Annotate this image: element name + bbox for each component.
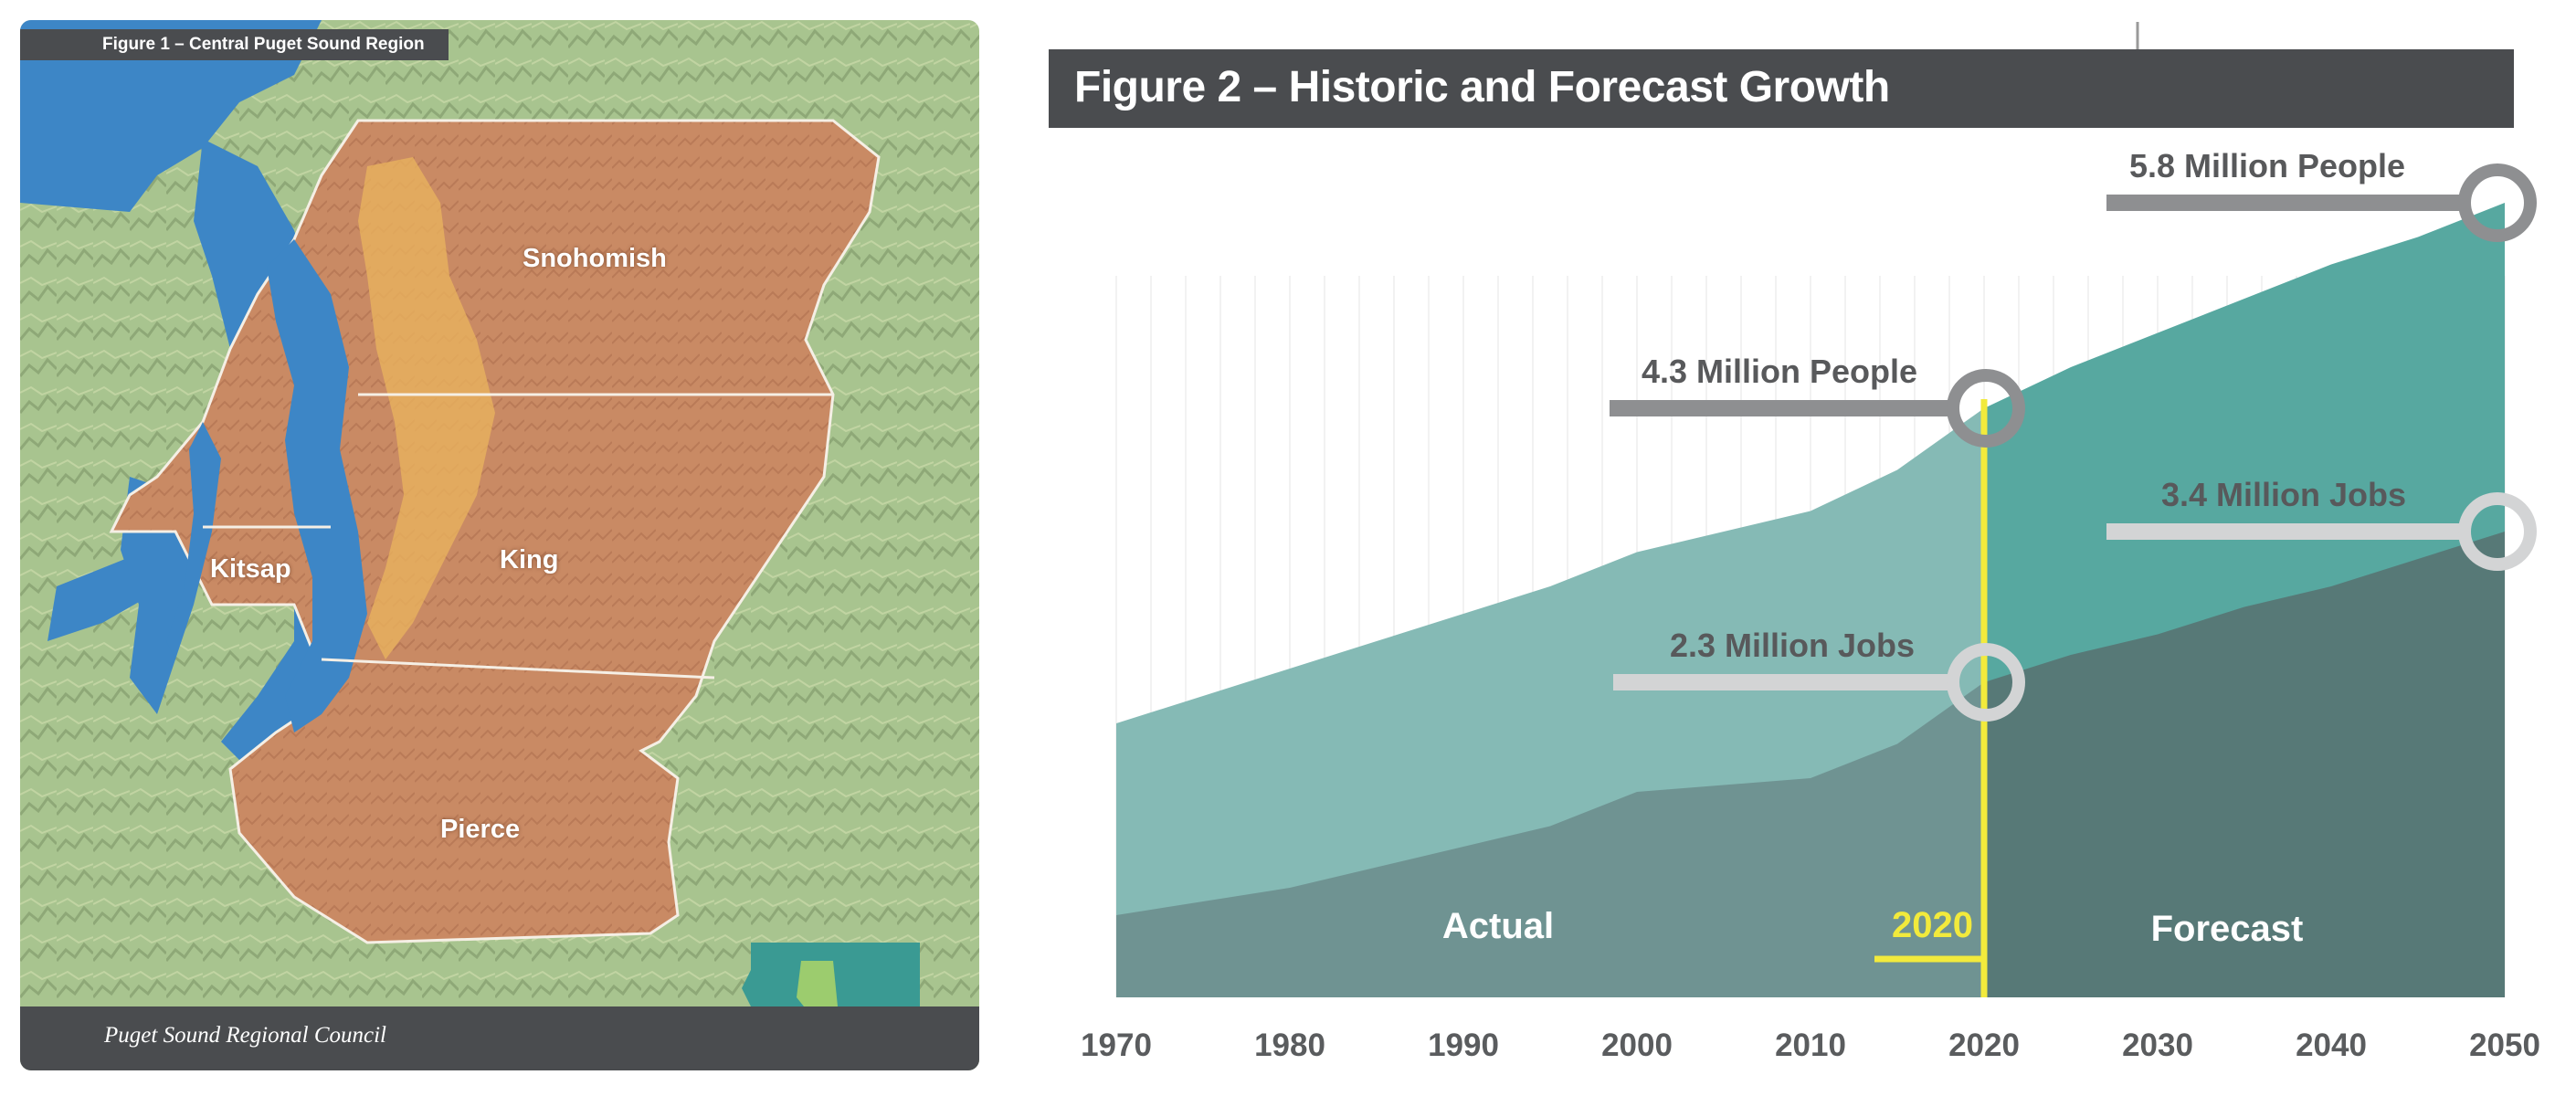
urban-areas bbox=[358, 157, 495, 659]
map-footer: Puget Sound Regional Council bbox=[20, 1006, 979, 1070]
county-label-king: King bbox=[500, 545, 559, 574]
map-footer-text: Puget Sound Regional Council bbox=[104, 1023, 386, 1048]
callout-people-2050-marker bbox=[2458, 163, 2537, 242]
actual-label: Actual bbox=[1442, 906, 1554, 946]
x-tick-label: 2010 bbox=[1775, 1028, 1846, 1063]
puget-sound-water bbox=[20, 20, 367, 769]
callout-people-2050-label: 5.8 Million People bbox=[2129, 147, 2405, 184]
callout-jobs-2050-label: 3.4 Million Jobs bbox=[2161, 476, 2406, 513]
x-tick-label: 2030 bbox=[2122, 1028, 2193, 1063]
x-tick-label: 2000 bbox=[1601, 1028, 1673, 1063]
x-tick-label: 2040 bbox=[2296, 1028, 2367, 1063]
callout-jobs-2020-marker bbox=[1947, 643, 2025, 722]
chart-header: Figure 2 – Historic and Forecast Growth bbox=[1049, 49, 2514, 128]
x-tick-label: 2050 bbox=[2469, 1028, 2540, 1063]
map-title: Figure 1 – Central Puget Sound Region bbox=[20, 29, 449, 60]
callout-jobs-2020-label: 2.3 Million Jobs bbox=[1670, 627, 1915, 664]
county-boundaries bbox=[203, 393, 833, 680]
county-label-pierce: Pierce bbox=[440, 815, 521, 844]
county-label-snohomish: Snohomish bbox=[523, 244, 667, 273]
x-tick-label: 1980 bbox=[1254, 1028, 1325, 1063]
x-tick-label: 1970 bbox=[1081, 1028, 1152, 1063]
inner-sound-water bbox=[267, 239, 367, 732]
chart-layer: 2020 Actual Forecast 4.3 Million People 2.3 … bbox=[1081, 22, 2540, 1063]
county-label-kitsap: Kitsap bbox=[210, 554, 291, 584]
forecast-label: Forecast bbox=[2151, 909, 2304, 949]
x-tick-label: 1990 bbox=[1428, 1028, 1499, 1063]
callout-people-2020-marker bbox=[1947, 369, 2025, 448]
callout-jobs-2050-marker bbox=[2458, 492, 2537, 571]
jobs-area-actual bbox=[1116, 682, 1984, 997]
divider-2020-label: 2020 bbox=[1892, 905, 1973, 945]
regional-map-panel: Figure 1 – Central Puget Sound Region Sn… bbox=[20, 20, 979, 1070]
callout-people-2020-label: 4.3 Million People bbox=[1642, 353, 1917, 390]
chart-title: Figure 2 – Historic and Forecast Growth bbox=[1074, 63, 1890, 111]
hood-canal-water bbox=[166, 422, 221, 659]
x-tick-label: 2020 bbox=[1948, 1028, 2020, 1063]
jobs-area-forecast bbox=[1984, 532, 2505, 997]
